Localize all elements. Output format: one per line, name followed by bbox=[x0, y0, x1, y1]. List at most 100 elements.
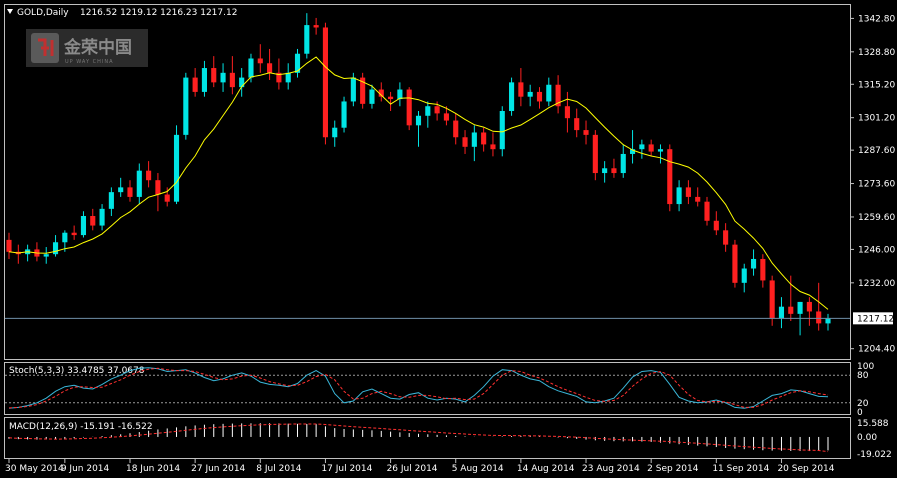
candle-body bbox=[611, 168, 617, 174]
time-tick-label: 5 Aug 2014 bbox=[452, 464, 504, 474]
candle-body bbox=[555, 84, 561, 107]
time-tick-label: 14 Aug 2014 bbox=[517, 464, 575, 474]
candle-body bbox=[155, 180, 161, 195]
candle-body bbox=[453, 120, 459, 138]
candle-body bbox=[536, 91, 543, 102]
logo-emblem-mark bbox=[38, 38, 54, 56]
candle-body bbox=[648, 144, 654, 152]
time-tick-label: 2 Sep 2014 bbox=[647, 464, 699, 474]
time-tick-label: 26 Jul 2014 bbox=[387, 464, 438, 474]
price-tick-label: 1301.20 bbox=[858, 114, 895, 124]
price-label: 1217.12 bbox=[857, 314, 894, 324]
macd-histogram bbox=[8, 423, 829, 452]
candle-body bbox=[201, 68, 208, 92]
candle-body bbox=[294, 53, 301, 73]
time-tick-label: 30 May 2014 bbox=[5, 464, 64, 474]
candle-body bbox=[43, 254, 49, 257]
candle-body bbox=[527, 91, 533, 97]
candle-body bbox=[369, 89, 375, 104]
candle-body bbox=[257, 58, 263, 64]
price-tick-label: 1232.00 bbox=[858, 279, 895, 289]
candle-body bbox=[248, 58, 254, 78]
price-tick-label: 1328.80 bbox=[858, 48, 895, 58]
candle-body bbox=[397, 89, 403, 100]
candle-body bbox=[704, 201, 710, 221]
candle-body bbox=[462, 137, 468, 147]
price-tick-label: 1342.80 bbox=[858, 14, 895, 24]
candle-body bbox=[99, 208, 105, 226]
candle-body bbox=[146, 170, 152, 181]
candle-body bbox=[164, 194, 170, 202]
candle-body bbox=[620, 153, 626, 174]
candle-body bbox=[127, 187, 133, 197]
candle-body bbox=[509, 82, 515, 112]
candle-body bbox=[564, 106, 570, 119]
candle-body bbox=[741, 268, 747, 283]
candle-body bbox=[592, 134, 598, 174]
candle-body bbox=[80, 216, 87, 236]
time-tick-label: 11 Sep 2014 bbox=[712, 464, 769, 474]
candle-body bbox=[350, 77, 356, 102]
candle-body bbox=[220, 72, 226, 83]
candle-body bbox=[118, 187, 124, 193]
candle-body bbox=[825, 318, 831, 324]
moving-average-line bbox=[8, 56, 829, 310]
candle-body bbox=[443, 113, 449, 121]
candle-body bbox=[62, 232, 68, 243]
candle-body bbox=[695, 196, 701, 202]
candle-body bbox=[574, 118, 580, 131]
price-tick-label: 1273.60 bbox=[858, 180, 895, 190]
time-tick-label: 9 Jun 2014 bbox=[61, 464, 110, 474]
candle-body bbox=[546, 84, 552, 102]
candle-body bbox=[276, 72, 282, 83]
macd-panel-frame bbox=[4, 417, 851, 459]
candle-body bbox=[518, 82, 524, 97]
candle-body bbox=[322, 27, 328, 138]
candle-body bbox=[639, 144, 645, 150]
macd-tick-label: 0.00 bbox=[857, 433, 877, 443]
candle-body bbox=[6, 239, 12, 252]
candle-body bbox=[313, 25, 319, 28]
time-tick-label: 27 Jun 2014 bbox=[191, 464, 245, 474]
stoch-panel-frame bbox=[4, 362, 851, 415]
brand-logo: 金荣中国 UP WAY CHINA bbox=[26, 29, 148, 67]
candle-body bbox=[108, 192, 114, 209]
macd-axis: 15.588 0.00 -19.022 bbox=[857, 419, 892, 460]
candle-body bbox=[723, 230, 729, 245]
triangle-down-icon[interactable] bbox=[7, 9, 13, 14]
candle-body bbox=[267, 63, 273, 73]
logo-en-text: UP WAY CHINA bbox=[65, 59, 114, 65]
candle-body bbox=[778, 306, 785, 319]
stoch-tick-label: 100 bbox=[857, 362, 874, 372]
stoch-main-line bbox=[8, 367, 829, 409]
time-tick-label: 17 Jul 2014 bbox=[321, 464, 372, 474]
candle-body bbox=[499, 111, 505, 150]
candle-body bbox=[769, 280, 775, 319]
candle-body bbox=[211, 68, 217, 83]
candle-body bbox=[415, 115, 422, 126]
price-axis: 1342.80 1328.80 1315.20 1301.20 1287.60 1273.… bbox=[850, 14, 895, 355]
price-tick-label: 1259.60 bbox=[858, 213, 895, 223]
macd-signal-line bbox=[8, 423, 829, 453]
candle-body bbox=[360, 77, 366, 104]
candle-body bbox=[750, 258, 757, 269]
current-price-line: 1217.12 bbox=[5, 312, 894, 325]
candle-body bbox=[239, 77, 245, 88]
candle-body bbox=[676, 187, 682, 205]
candle-body bbox=[341, 101, 347, 128]
candle-body bbox=[797, 301, 803, 314]
candle-body bbox=[806, 301, 812, 312]
price-label-box bbox=[853, 312, 893, 325]
candle-body bbox=[285, 72, 291, 83]
candle-body bbox=[192, 77, 198, 92]
logo-cn-text: 金荣中国 bbox=[63, 37, 132, 58]
candle-body bbox=[173, 134, 180, 202]
macd-tick-label: -19.022 bbox=[857, 450, 892, 460]
price-tick-label: 1287.60 bbox=[858, 146, 895, 156]
macd-title: MACD(12,26,9) -15.191 -16.522 bbox=[9, 422, 153, 432]
price-tick-label: 1204.40 bbox=[858, 345, 895, 355]
stoch-tick-label: 80 bbox=[857, 371, 869, 381]
